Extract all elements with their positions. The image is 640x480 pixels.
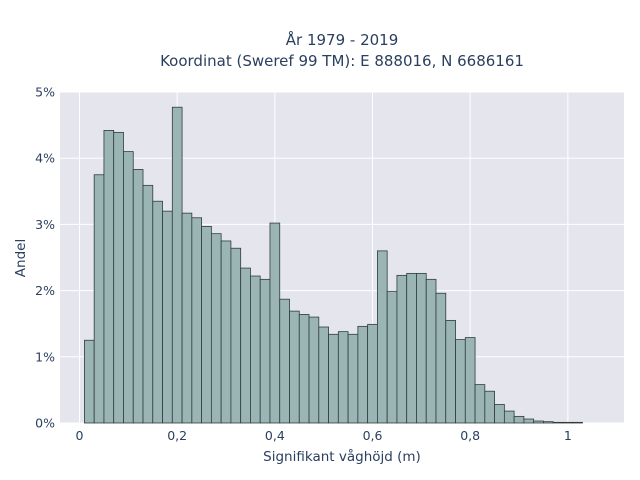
histogram-bar bbox=[328, 333, 339, 424]
histogram-bar bbox=[269, 222, 281, 424]
histogram-bar bbox=[474, 384, 486, 424]
histogram-bar bbox=[543, 421, 554, 424]
histogram-bar bbox=[123, 151, 134, 424]
histogram-bar bbox=[494, 404, 505, 424]
histogram-bar bbox=[318, 326, 329, 424]
histogram-bar bbox=[113, 131, 124, 424]
histogram-bar bbox=[84, 339, 95, 424]
histogram-bar bbox=[162, 210, 173, 424]
histogram-bar bbox=[562, 421, 574, 424]
x-axis-ticks: 0 0,2 0,4 0,6 0,8 1 bbox=[76, 428, 572, 443]
histogram-bar bbox=[455, 339, 466, 424]
histogram-bar bbox=[201, 225, 212, 424]
histogram-bar bbox=[347, 333, 359, 424]
histogram-bar bbox=[523, 418, 535, 424]
y-tick-label: 0% bbox=[35, 416, 55, 431]
histogram-bar bbox=[308, 316, 320, 424]
histogram-bar bbox=[210, 233, 222, 424]
x-tick-label: 0,6 bbox=[363, 428, 383, 443]
histogram-bar bbox=[377, 250, 388, 424]
histogram-bars bbox=[84, 106, 583, 424]
histogram-bar bbox=[357, 325, 369, 424]
histogram-bar bbox=[552, 421, 564, 424]
histogram-bar bbox=[484, 390, 495, 424]
histogram-bar bbox=[220, 240, 232, 424]
chart-title-line-2: Koordinat (Sweref 99 TM): E 888016, N 66… bbox=[160, 52, 524, 70]
y-tick-label: 2% bbox=[35, 283, 55, 298]
histogram-bar bbox=[152, 200, 163, 424]
histogram-bar bbox=[259, 278, 271, 424]
chart-title-line-1: År 1979 - 2019 bbox=[286, 30, 399, 49]
x-tick-label: 0,4 bbox=[265, 428, 285, 443]
x-tick-label: 0,8 bbox=[460, 428, 480, 443]
histogram-bar bbox=[406, 272, 417, 424]
histogram-bar bbox=[289, 310, 300, 424]
x-tick-label: 0,2 bbox=[167, 428, 187, 443]
y-tick-label: 1% bbox=[35, 349, 55, 364]
histogram-bar bbox=[132, 169, 144, 424]
histogram-bar bbox=[191, 217, 203, 424]
histogram-bar bbox=[396, 274, 408, 424]
histogram-bar bbox=[367, 323, 378, 424]
histogram-bar bbox=[464, 337, 476, 424]
x-tick-label: 0 bbox=[76, 428, 84, 443]
histogram-bar bbox=[513, 415, 525, 424]
histogram-bar bbox=[103, 129, 115, 424]
histogram-bar bbox=[337, 331, 349, 424]
histogram-bar bbox=[279, 298, 290, 424]
histogram-bar bbox=[425, 278, 437, 424]
histogram-bar bbox=[386, 290, 398, 424]
y-axis-title: Andel bbox=[13, 239, 29, 277]
histogram-bar bbox=[572, 421, 583, 424]
histogram-bar bbox=[435, 292, 447, 424]
y-tick-label: 4% bbox=[35, 151, 55, 166]
histogram-bar bbox=[298, 314, 310, 424]
histogram-bar bbox=[240, 267, 251, 424]
histogram-bar bbox=[142, 184, 154, 424]
x-tick-label: 1 bbox=[564, 428, 572, 443]
y-axis-ticks: 0% 1% 2% 3% 4% 5% bbox=[35, 85, 55, 431]
histogram-bar bbox=[171, 106, 183, 424]
histogram-bar bbox=[503, 410, 515, 424]
y-tick-label: 3% bbox=[35, 217, 55, 232]
histogram-bar bbox=[93, 174, 105, 424]
x-axis-title: Signifikant våghöjd (m) bbox=[263, 448, 421, 465]
histogram-bar bbox=[181, 212, 193, 424]
histogram-bar bbox=[445, 319, 456, 424]
y-tick-label: 5% bbox=[35, 85, 55, 100]
histogram-bar bbox=[416, 272, 427, 424]
histogram-bar bbox=[250, 275, 261, 424]
histogram-bar bbox=[533, 420, 544, 424]
histogram-bar bbox=[230, 247, 242, 424]
